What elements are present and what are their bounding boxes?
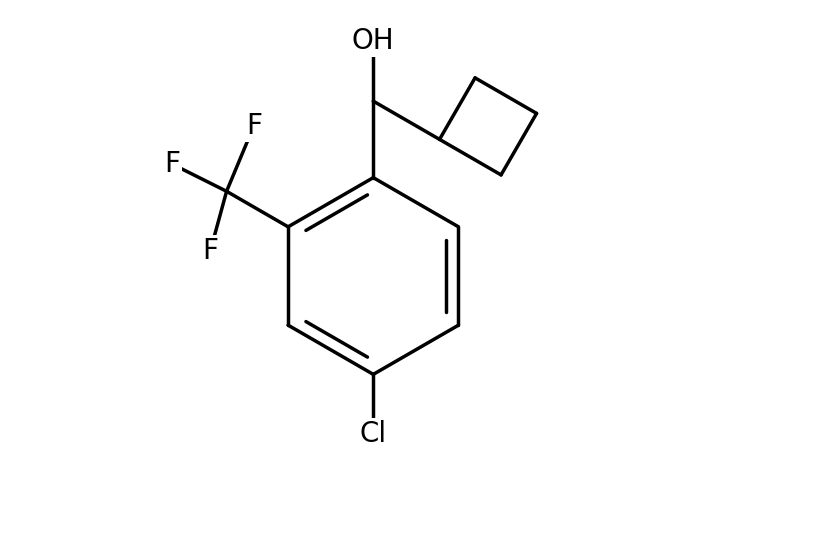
Text: Cl: Cl: [359, 421, 387, 448]
Text: F: F: [164, 150, 180, 178]
Text: F: F: [202, 237, 219, 266]
Text: OH: OH: [352, 27, 394, 55]
Text: F: F: [246, 112, 262, 140]
